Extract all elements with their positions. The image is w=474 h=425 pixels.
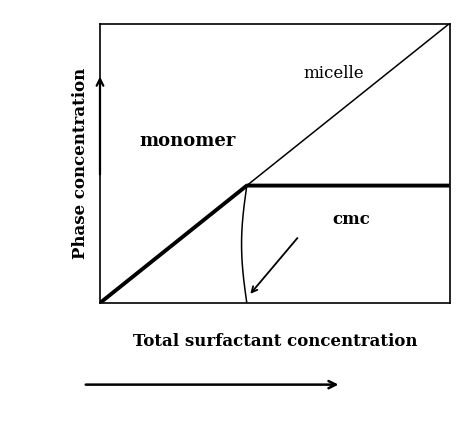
Y-axis label: Phase concentration: Phase concentration (72, 68, 89, 259)
X-axis label: Total surfactant concentration: Total surfactant concentration (133, 334, 417, 351)
Text: cmc: cmc (333, 211, 371, 228)
Text: micelle: micelle (304, 65, 365, 82)
Text: monomer: monomer (139, 132, 236, 150)
